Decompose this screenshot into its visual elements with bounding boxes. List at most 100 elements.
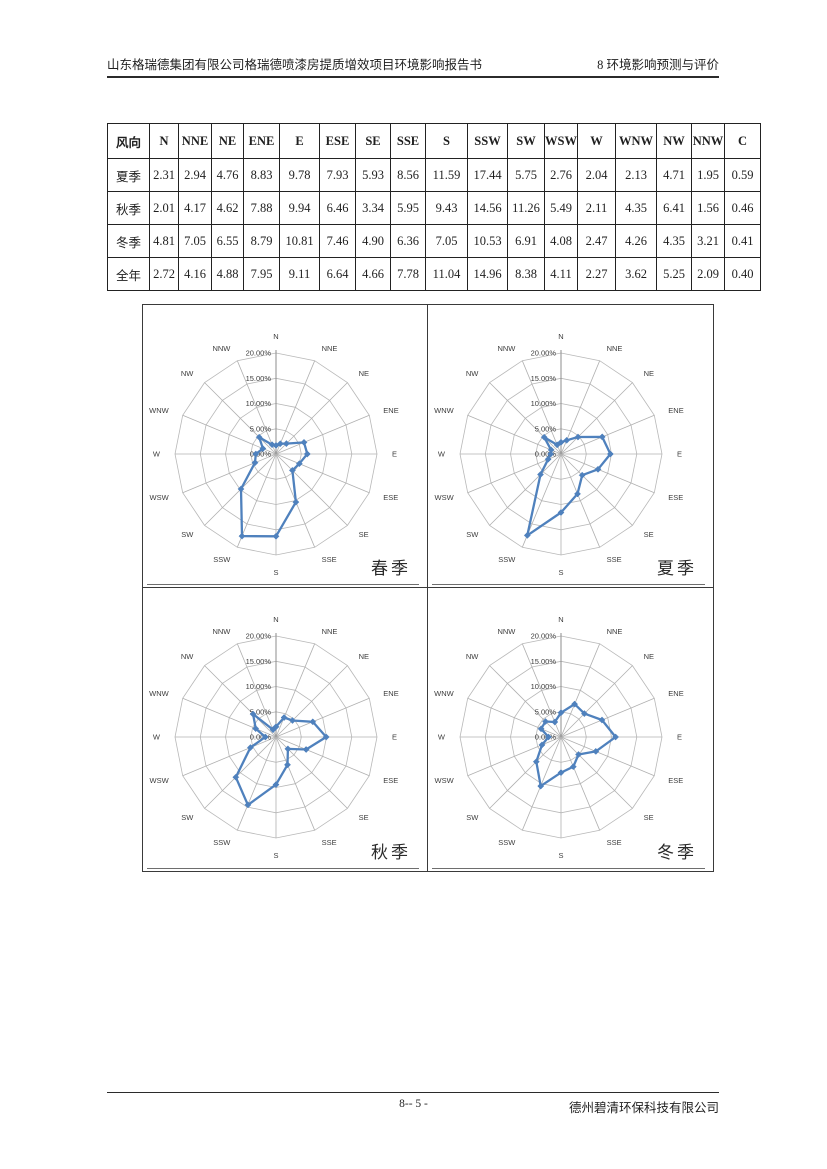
- grid-spoke: [560, 414, 655, 455]
- grid-spoke: [182, 697, 277, 738]
- grid-spoke: [560, 453, 655, 494]
- ring-label: 15.00%: [246, 374, 272, 383]
- table-cell: 0.40: [724, 257, 761, 291]
- table-cell: 4.76: [211, 158, 244, 192]
- data-point-marker: [322, 733, 330, 741]
- grid-spoke: [560, 736, 655, 777]
- ring-label: 10.00%: [531, 682, 557, 691]
- ring-label: 15.00%: [531, 374, 557, 383]
- ring-label: 10.00%: [246, 399, 272, 408]
- data-point-marker: [284, 745, 292, 753]
- data-point-marker: [303, 450, 311, 458]
- table-cell: 4.71: [656, 158, 692, 192]
- header-rule: [107, 76, 719, 78]
- wind-rose-chart-winter: 0.00%5.00%10.00%15.00%20.00%NNNENEENEEES…: [434, 615, 684, 860]
- direction-label: ENE: [383, 406, 398, 415]
- chart-cell-autumn: 0.00% 5.00% 10.00% 15.00% 20.00% N NNE NE ENE E ES…: [143, 588, 428, 871]
- data-point-marker: [594, 465, 602, 473]
- direction-label: NW: [181, 369, 194, 378]
- table-cell: 6.36: [390, 224, 426, 258]
- table-cell: 7.88: [243, 191, 280, 225]
- table-column-header: S: [425, 123, 468, 159]
- grid-spoke: [275, 665, 348, 738]
- data-point-marker: [288, 466, 296, 474]
- direction-label: W: [438, 733, 446, 742]
- direction-label: NNW: [212, 344, 231, 353]
- table-cell: 5.95: [390, 191, 426, 225]
- grid-spoke: [275, 736, 316, 831]
- data-polygon: [234, 712, 328, 807]
- direction-label: E: [677, 733, 682, 742]
- ring-label: 0.00%: [250, 733, 272, 742]
- grid-spoke: [275, 414, 370, 455]
- table-cell: 14.56: [467, 191, 508, 225]
- table-body: 夏季 2.31 2.94 4.76 8.83 9.78 7.93 5.93 8.56 11.59 1…: [107, 158, 761, 291]
- direction-label: SW: [181, 813, 194, 822]
- data-point-marker: [251, 459, 259, 467]
- data-point-marker: [237, 485, 245, 493]
- data-point-marker: [538, 741, 546, 749]
- table-cell: 4.17: [178, 191, 212, 225]
- table-corner-header: 风向: [107, 123, 150, 159]
- grid-spoke: [560, 665, 633, 738]
- grid-spoke: [560, 382, 633, 455]
- direction-label: SSE: [322, 555, 337, 564]
- data-point-marker: [547, 446, 555, 454]
- table-cell: 5.93: [355, 158, 391, 192]
- table-row: 全年 2.72 4.16 4.88 7.95 9.11 6.64 4.66 7.78 11.04 1…: [107, 257, 761, 291]
- table-cell: 4.11: [544, 257, 578, 291]
- table-row-label: 夏季: [107, 158, 150, 192]
- cell-underline: [432, 584, 705, 585]
- table-column-header: WSW: [544, 123, 578, 159]
- table-cell: 6.91: [507, 224, 545, 258]
- direction-label: N: [273, 332, 278, 341]
- header-title-right: 8 环境影响预测与评价: [597, 58, 719, 72]
- table-column-header: ESE: [319, 123, 356, 159]
- table-cell: 5.75: [507, 158, 545, 192]
- data-point-marker: [557, 509, 565, 516]
- page-header: 山东格瑞德集团有限公司格瑞德喷漆房提质增效项目环境影响报告书 8 环境影响预测与…: [107, 54, 719, 73]
- direction-label: NE: [644, 652, 654, 661]
- direction-label: SSW: [498, 555, 516, 564]
- table-cell: 2.27: [577, 257, 616, 291]
- direction-label: NW: [181, 652, 194, 661]
- table-cell: 11.04: [425, 257, 468, 291]
- table-cell: 4.66: [355, 257, 391, 291]
- chart-cell-winter: 0.00%5.00%10.00%15.00%20.00%NNNENEENEEES…: [428, 588, 713, 871]
- table-cell: 11.59: [425, 158, 468, 192]
- grid-spoke: [204, 382, 277, 455]
- direction-label: SSE: [607, 555, 622, 564]
- data-point-marker: [592, 747, 600, 755]
- table-cell: 4.81: [149, 224, 179, 258]
- ring-label: 15.00%: [531, 657, 557, 666]
- direction-label: SSE: [607, 838, 622, 847]
- cell-underline: [147, 868, 419, 869]
- grid-spoke: [204, 736, 277, 809]
- direction-label: S: [273, 568, 278, 577]
- data-point-marker: [598, 716, 606, 724]
- data-point-marker: [557, 438, 565, 446]
- grid-spoke: [467, 697, 562, 738]
- wind-rose-chart-spring: 0.00% 5.00% 10.00% 15.00% 20.00%N NNE NE ENE E ES…: [149, 332, 399, 577]
- table-cell: 0.59: [724, 158, 761, 192]
- data-point-marker: [612, 733, 620, 741]
- season-label-spring: 春季: [371, 559, 411, 579]
- direction-label: NNE: [322, 344, 338, 353]
- wind-rose-chart-autumn: 0.00% 5.00% 10.00% 15.00% 20.00%N NNE NE ENE E ES…: [149, 615, 399, 860]
- data-point-marker: [295, 460, 303, 468]
- table-cell: 6.64: [319, 257, 356, 291]
- direction-label: SE: [644, 813, 654, 822]
- data-point-marker: [252, 725, 260, 733]
- data-point-marker: [580, 710, 588, 718]
- direction-label: N: [273, 615, 278, 624]
- direction-label: ESE: [383, 493, 398, 502]
- header-title-left: 山东格瑞德集团有限公司格瑞德喷漆房提质增效项目环境影响报告书: [107, 58, 483, 72]
- table-cell: 11.26: [507, 191, 545, 225]
- direction-label: ESE: [668, 493, 683, 502]
- direction-label: NNE: [607, 627, 623, 636]
- direction-label: ESE: [668, 776, 683, 785]
- season-label-winter: 冬季: [657, 843, 697, 863]
- direction-label: NE: [359, 369, 369, 378]
- grid-spoke: [467, 453, 562, 494]
- table-cell: 6.41: [656, 191, 692, 225]
